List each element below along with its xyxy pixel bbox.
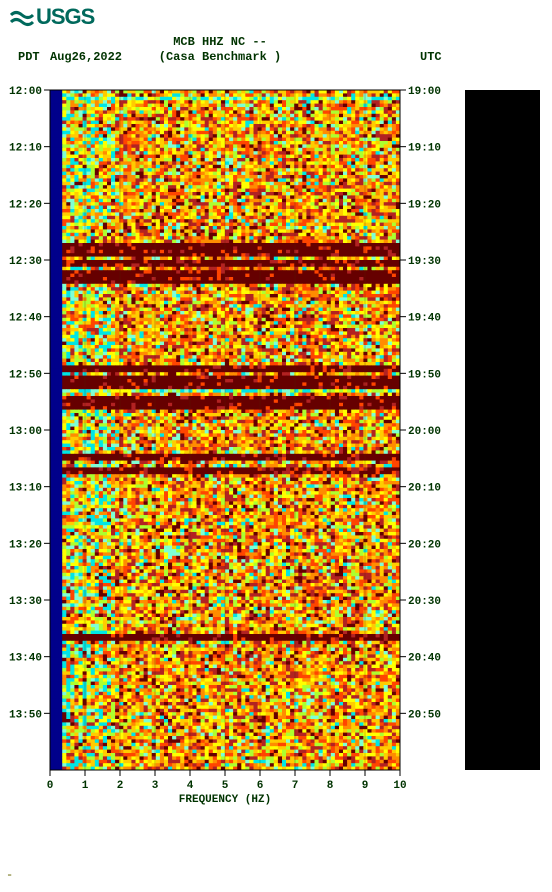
- y-tick-label-right: 19:50: [408, 369, 441, 381]
- colorbar: [465, 90, 540, 770]
- y-tick-label-right: 19:30: [408, 256, 441, 268]
- y-tick-label-right: 20:20: [408, 539, 441, 551]
- y-tick-label-right: 19:00: [408, 86, 441, 98]
- y-tick-label-left: 13:20: [9, 539, 42, 551]
- y-tick-label-right: 20:00: [408, 426, 441, 438]
- y-tick-label-left: 12:00: [9, 86, 42, 98]
- x-tick-label: 0: [47, 780, 54, 792]
- x-tick-label: 9: [362, 780, 369, 792]
- y-tick-label-left: 13:50: [9, 709, 42, 721]
- y-tick-label-right: 19:20: [408, 199, 441, 211]
- site: (Casa Benchmark ): [159, 50, 281, 64]
- x-tick-label: 2: [117, 780, 124, 792]
- y-tick-label-left: 12:50: [9, 369, 42, 381]
- left-tz: PDT: [18, 50, 40, 64]
- y-tick-label-right: 20:30: [408, 596, 441, 608]
- x-tick-label: 5: [222, 780, 229, 792]
- footer-mark: -: [6, 868, 13, 882]
- x-tick-label: 6: [257, 780, 264, 792]
- y-tick-label-right: 20:50: [408, 709, 441, 721]
- usgs-text: USGS: [36, 4, 94, 29]
- y-tick-label-right: 19:40: [408, 313, 441, 325]
- y-tick-label-left: 12:40: [9, 313, 42, 325]
- spectrogram-chart: MCB HHZ NC -- PDT Aug26,2022 (Casa Benchmar…: [0, 0, 552, 892]
- x-tick-label: 8: [327, 780, 334, 792]
- x-axis-label: FREQUENCY (HZ): [179, 794, 271, 806]
- y-tick-label-left: 13:40: [9, 653, 42, 665]
- station-title: MCB HHZ NC --: [173, 35, 267, 49]
- y-tick-label-left: 12:10: [9, 143, 42, 155]
- y-tick-label-right: 20:40: [408, 653, 441, 665]
- y-tick-label-right: 19:10: [408, 143, 441, 155]
- x-tick-label: 3: [152, 780, 159, 792]
- usgs-wave-icon: [10, 9, 34, 27]
- y-tick-label-left: 13:30: [9, 596, 42, 608]
- y-tick-label-left: 12:30: [9, 256, 42, 268]
- x-tick-label: 10: [393, 780, 406, 792]
- y-tick-label-right: 20:10: [408, 483, 441, 495]
- x-tick-label: 1: [82, 780, 89, 792]
- y-tick-label-left: 12:20: [9, 199, 42, 211]
- x-tick-label: 7: [292, 780, 299, 792]
- x-tick-label: 4: [187, 780, 194, 792]
- usgs-logo: USGS: [10, 4, 94, 30]
- date: Aug26,2022: [50, 50, 122, 64]
- y-tick-label-left: 13:10: [9, 483, 42, 495]
- right-tz: UTC: [420, 50, 442, 64]
- y-tick-label-left: 13:00: [9, 426, 42, 438]
